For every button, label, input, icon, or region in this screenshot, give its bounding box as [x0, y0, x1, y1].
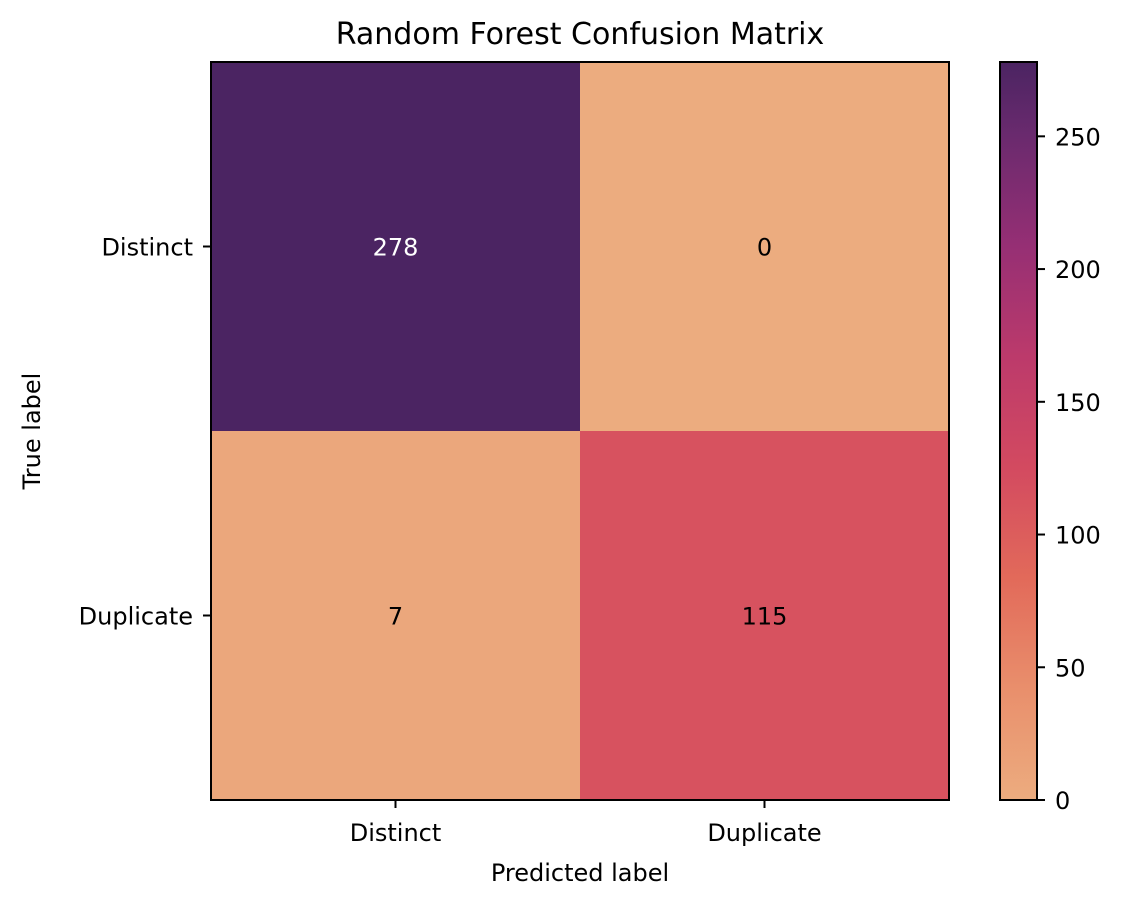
- heatmap-cell: [211, 431, 580, 800]
- heatmap-cell: [580, 431, 949, 800]
- y-tick-label: Duplicate: [79, 603, 193, 631]
- y-tick-label: Distinct: [101, 234, 193, 262]
- x-tick-label: Duplicate: [707, 819, 821, 847]
- colorbar-tick-label: 50: [1055, 654, 1086, 682]
- heatmap-cell: [580, 62, 949, 431]
- cell-value-label: 7: [388, 603, 403, 631]
- chart-title: Random Forest Confusion Matrix: [336, 17, 825, 52]
- x-axis-label: Predicted label: [491, 859, 669, 887]
- colorbar-ticks: 0 50 100 150 200 250: [1037, 123, 1101, 815]
- y-axis-label: True label: [18, 373, 46, 491]
- colorbar: [999, 61, 1038, 801]
- cell-value-label: 115: [742, 603, 788, 631]
- x-tick-label: Distinct: [350, 819, 442, 847]
- cell-value-label: 278: [373, 234, 419, 262]
- plot-frame: [210, 61, 950, 801]
- y-axis-ticks: Distinct Duplicate: [79, 234, 211, 631]
- colorbar-tick-label: 100: [1055, 522, 1101, 550]
- heatmap-cells: [211, 62, 949, 800]
- colorbar-tick-label: 200: [1055, 256, 1101, 284]
- cell-value-label: 0: [757, 234, 772, 262]
- colorbar-tick-label: 250: [1055, 123, 1101, 151]
- heatmap-cell: [211, 62, 580, 431]
- heatmap-cell-labels: 278 0 7 115: [373, 234, 788, 631]
- colorbar-tick-label: 150: [1055, 389, 1101, 417]
- colorbar-tick-label: 0: [1055, 787, 1070, 815]
- x-axis-ticks: Distinct Duplicate: [350, 800, 822, 847]
